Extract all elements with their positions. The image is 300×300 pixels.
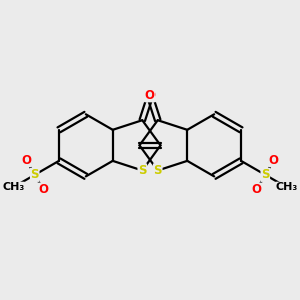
- Text: S: S: [31, 168, 39, 181]
- Text: CH₃: CH₃: [2, 182, 24, 192]
- Text: O: O: [252, 183, 262, 196]
- Text: S: S: [138, 164, 146, 177]
- Text: O: O: [269, 154, 279, 166]
- Text: O: O: [145, 88, 154, 102]
- Text: CH₃: CH₃: [276, 182, 298, 192]
- Text: S: S: [261, 168, 269, 181]
- Text: O: O: [38, 183, 48, 196]
- Text: S: S: [154, 164, 162, 177]
- Text: O: O: [146, 88, 155, 102]
- Text: O: O: [21, 154, 31, 166]
